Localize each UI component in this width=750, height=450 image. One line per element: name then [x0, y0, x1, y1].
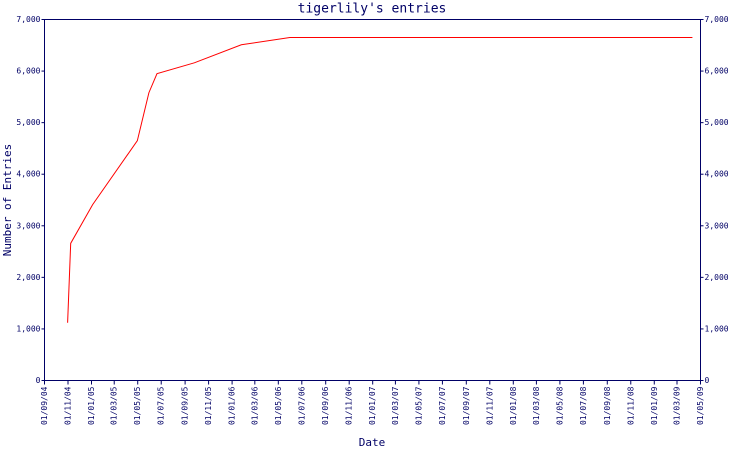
x-tick-label: 01/11/08	[626, 386, 635, 425]
x-tick-label: 01/07/06	[297, 386, 306, 425]
y2-tick-label: 4,000	[705, 170, 729, 179]
y2-tick-label: 2,000	[705, 273, 729, 282]
y-tick-label: 4,000	[16, 170, 40, 179]
x-tick-label: 01/01/06	[228, 386, 237, 425]
y-tick-label: 7,000	[16, 15, 40, 24]
y-tick-label: 5,000	[16, 118, 40, 127]
y-axis-label: Number of Entries	[1, 144, 14, 257]
x-tick-label: 01/09/04	[40, 386, 49, 425]
x-tick-label: 01/05/05	[133, 386, 142, 425]
y2-tick-label: 3,000	[705, 221, 729, 230]
x-tick-label: 01/11/07	[485, 386, 494, 425]
chart-title: tigerlily's entries	[298, 2, 447, 17]
x-tick-label: 01/07/08	[579, 386, 588, 425]
x-tick-label: 01/05/06	[274, 386, 283, 425]
x-tick-label: 01/01/09	[650, 386, 659, 425]
x-tick-label: 01/05/07	[414, 386, 423, 425]
y2-tick-label: 7,000	[705, 15, 729, 24]
x-tick-label: 01/05/08	[555, 386, 564, 425]
y2-tick-label: 0	[705, 376, 710, 385]
plot-frame	[44, 19, 701, 381]
y2-tick-label: 5,000	[705, 118, 729, 127]
x-tick-label: 01/11/06	[345, 386, 354, 425]
x-tick-label: 01/03/05	[110, 386, 119, 425]
y-tick-label: 0	[36, 376, 41, 385]
y2-tick-label: 1,000	[705, 324, 729, 333]
x-tick-label: 01/11/04	[63, 386, 72, 425]
y-tick-label: 6,000	[16, 67, 40, 76]
x-tick-label: 01/03/07	[391, 386, 400, 425]
x-tick-label: 01/01/08	[509, 386, 518, 425]
y-tick-label: 1,000	[16, 324, 40, 333]
x-tick-label: 01/07/07	[438, 386, 447, 425]
x-tick-label: 01/03/06	[250, 386, 259, 425]
y-tick-label: 3,000	[16, 221, 40, 230]
x-tick-label: 01/03/09	[673, 386, 682, 425]
x-tick-label: 01/09/08	[603, 386, 612, 425]
x-tick-label: 01/05/09	[696, 386, 705, 425]
x-tick-label: 01/09/06	[321, 386, 330, 425]
y2-tick-label: 6,000	[705, 67, 729, 76]
x-axis-label: Date	[359, 436, 386, 449]
x-tick-label: 01/09/07	[462, 386, 471, 425]
x-tick-label: 01/09/05	[181, 386, 190, 425]
y-tick-label: 2,000	[16, 273, 40, 282]
x-tick-label: 01/01/07	[368, 386, 377, 425]
x-tick-label: 01/11/05	[204, 386, 213, 425]
x-tick-label: 01/07/05	[157, 386, 166, 425]
x-tick-label: 01/01/05	[87, 386, 96, 425]
x-tick-label: 01/03/08	[532, 386, 541, 425]
line	[67, 37, 693, 323]
